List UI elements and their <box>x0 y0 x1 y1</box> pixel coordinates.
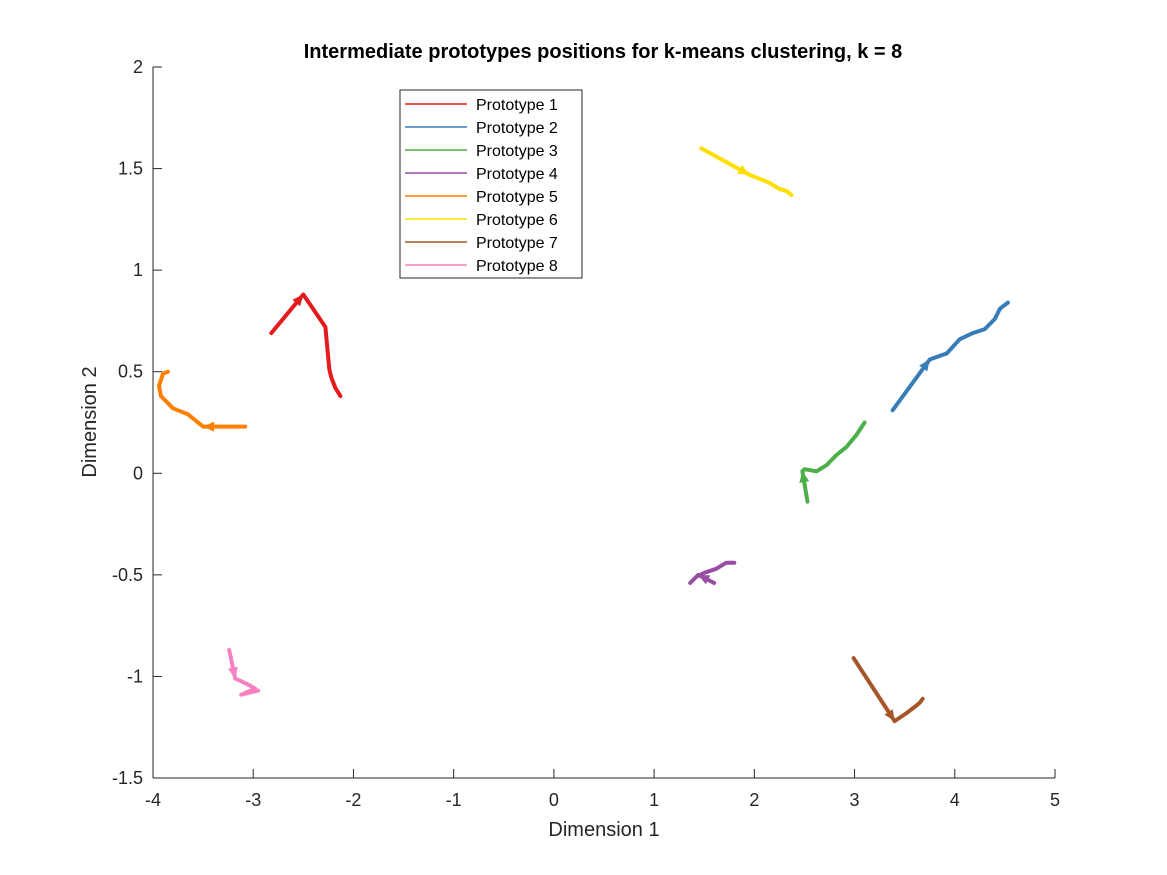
chart-title: Intermediate prototypes positions for k-… <box>304 41 902 63</box>
y-tick-label: 2 <box>133 57 143 77</box>
series-layer <box>157 146 1010 724</box>
x-tick-label: 4 <box>950 790 960 810</box>
arrow-head-prototype-6 <box>737 165 750 175</box>
legend-label-prototype-5: Prototype 5 <box>476 189 558 206</box>
x-tick-label: 5 <box>1050 790 1060 810</box>
x-tick-label: 0 <box>549 790 559 810</box>
series-line-prototype-5 <box>157 369 248 429</box>
legend-label-prototype-2: Prototype 2 <box>476 120 558 137</box>
series-line-prototype-3 <box>800 420 867 504</box>
legend: Prototype 1 Prototype 2 Prototype 3 Prototy… <box>399 89 583 279</box>
legend-label-prototype-4: Prototype 4 <box>476 166 558 183</box>
plot-area <box>153 67 1055 778</box>
y-tick-label: 0 <box>133 463 143 483</box>
x-tick-label: -2 <box>345 790 361 810</box>
x-axis-label: Dimension 1 <box>548 819 659 841</box>
x-ticks: -4 -3 -2 -1 0 1 2 3 4 5 <box>145 769 1060 810</box>
x-tick-label: 3 <box>850 790 860 810</box>
x-tick-label: 2 <box>749 790 759 810</box>
legend-label-prototype-3: Prototype 3 <box>476 143 558 160</box>
y-tick-label: 1 <box>133 260 143 280</box>
y-ticks: -1.5 -1 -0.5 0 0.5 1 1.5 2 <box>112 57 162 788</box>
arrow-head-prototype-8 <box>228 666 238 679</box>
legend-label-prototype-8: Prototype 8 <box>476 258 558 275</box>
legend-label-prototype-6: Prototype 6 <box>476 212 558 229</box>
x-tick-label: -4 <box>145 790 161 810</box>
series-line-prototype-2 <box>890 300 1010 413</box>
y-tick-label: 0.5 <box>118 362 143 382</box>
x-tick-label: -1 <box>446 790 462 810</box>
x-tick-label: 1 <box>649 790 659 810</box>
y-axis-label: Dimension 2 <box>79 366 101 477</box>
axes-layer <box>152 67 1055 779</box>
arrow-head-prototype-5 <box>203 421 215 432</box>
arrow-head-prototype-4 <box>698 574 711 585</box>
x-tick-label: -3 <box>245 790 261 810</box>
series-line-prototype-1 <box>269 292 343 399</box>
arrow-head-prototype-2 <box>919 359 930 372</box>
series-line-prototype-7 <box>851 656 925 724</box>
series-line-prototype-4 <box>688 560 737 585</box>
y-tick-label: -1 <box>127 666 143 686</box>
legend-box <box>399 89 583 279</box>
legend-label-prototype-7: Prototype 7 <box>476 235 558 252</box>
y-tick-label: 1.5 <box>118 159 143 179</box>
y-tick-label: -0.5 <box>112 565 143 585</box>
arrow-head-prototype-3 <box>799 471 810 483</box>
y-tick-label: -1.5 <box>112 768 143 788</box>
legend-label-prototype-1: Prototype 1 <box>476 97 558 114</box>
arrow-head-prototype-7 <box>884 709 895 722</box>
arrow-head-prototype-1 <box>292 294 304 307</box>
